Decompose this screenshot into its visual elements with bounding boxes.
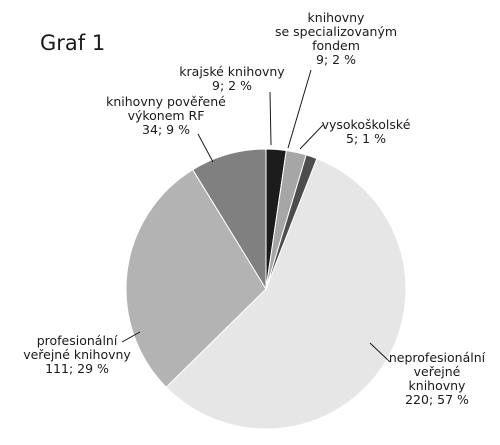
slice-label-line: vysokoškolské xyxy=(322,117,411,132)
slice-label-line: knihovny pověřené xyxy=(106,94,226,109)
slice-label: knihovny se specializovaným fondem 9; 2 % xyxy=(275,10,397,67)
slice-label-line: fondem xyxy=(312,38,360,53)
slice-value: 34; 9 % xyxy=(142,122,190,137)
slice-label-line: knihovny xyxy=(409,378,467,393)
slice-value: 9; 2 % xyxy=(212,78,252,93)
slice-label-line: profesionální xyxy=(37,333,118,348)
slice-label-line: veřejné knihovny xyxy=(23,347,131,362)
slice-label-line: knihovny xyxy=(308,10,366,25)
slice-label: vysokoškolské 5; 1 % xyxy=(322,117,411,146)
slice-label: neprofesionální veřejné knihovny 220; 57 % xyxy=(389,350,486,407)
chart-title: Graf 1 xyxy=(40,31,106,55)
slice-label-line: veřejné xyxy=(414,364,461,379)
slice-label-line: výkonem RF xyxy=(128,108,205,123)
slice-value: 111; 29 % xyxy=(45,361,109,376)
pie-slice xyxy=(165,157,407,430)
slice-label-line: neprofesionální xyxy=(389,350,486,365)
leader-line xyxy=(121,331,141,343)
slice-label-line: krajské knihovny xyxy=(179,64,285,79)
leader-line xyxy=(369,342,391,363)
slice-label: krajské knihovny 9; 2 % xyxy=(179,64,285,93)
slice-value: 9; 2 % xyxy=(316,52,356,67)
slice-value: 220; 57 % xyxy=(405,392,469,407)
slice-label-line: se specializovaným xyxy=(275,24,397,39)
slice-value: 5; 1 % xyxy=(346,131,386,146)
leader-line xyxy=(269,91,272,146)
pie-slice xyxy=(192,148,267,291)
leader-line xyxy=(287,69,312,149)
leader-line xyxy=(299,124,324,150)
pie-slice xyxy=(125,169,267,388)
slice-label: knihovny pověřené výkonem RF 34; 9 % xyxy=(106,94,226,137)
leader-line xyxy=(197,133,214,163)
slice-label: profesionální veřejné knihovny 111; 29 % xyxy=(23,333,131,376)
